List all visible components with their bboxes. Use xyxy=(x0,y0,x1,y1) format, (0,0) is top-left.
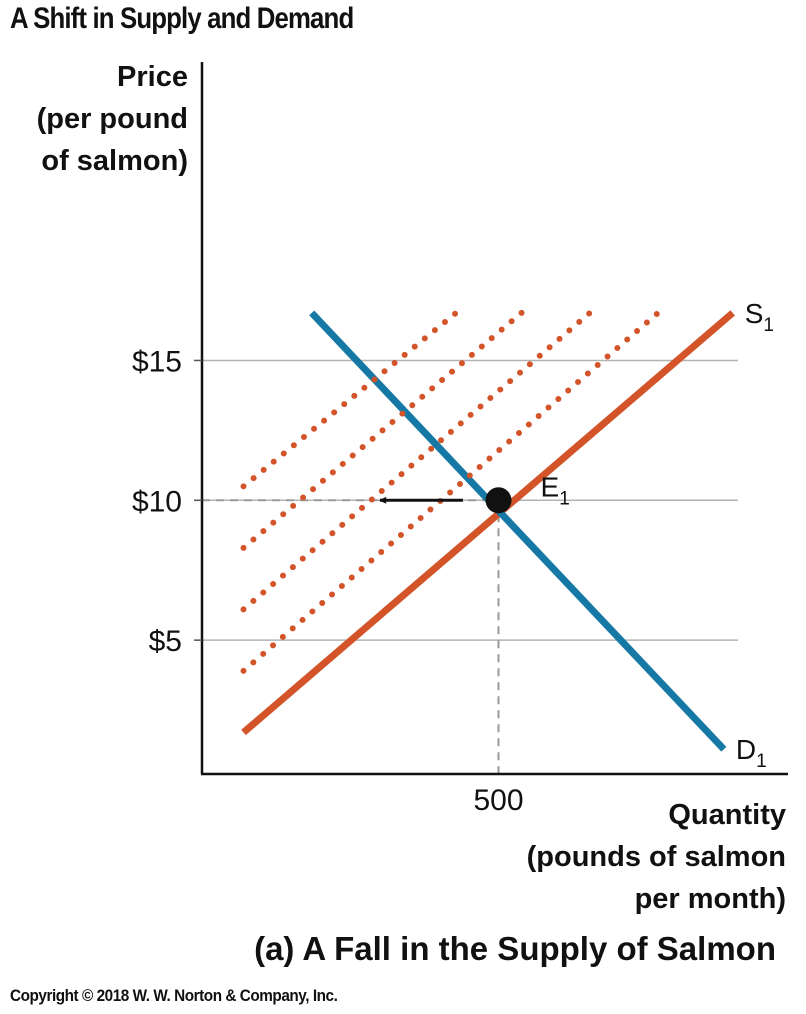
equilibrium-point-0 xyxy=(485,487,512,514)
curve-s1 xyxy=(241,310,736,736)
y-tick-label-1: $10 xyxy=(132,485,182,518)
equilibrium-label-sub-0: 1 xyxy=(559,488,570,509)
y-tick-label-0: $5 xyxy=(149,625,182,658)
chart-subtitle: (a) A Fall in the Supply of Salmon xyxy=(254,930,776,967)
shifted-supply-curve-4 xyxy=(240,304,532,551)
curve-d1-label-sub: 1 xyxy=(756,751,767,772)
curve-s1-label-sub: 1 xyxy=(763,315,774,336)
shifted-supply-curve-3 xyxy=(240,304,600,613)
curve-d1 xyxy=(309,310,727,752)
x-axis-label: Quantity (pounds of salmon per month) xyxy=(526,799,786,915)
y-tick-label-2: $15 xyxy=(132,345,182,378)
chart-title: A Shift in Supply and Demand xyxy=(10,2,354,35)
equilibrium-label-0: E1 xyxy=(541,471,570,509)
shifted-supply-curve-2 xyxy=(240,304,668,674)
curve-s1-label: S1 xyxy=(745,298,774,336)
shifted-supply-curve-5 xyxy=(240,304,466,490)
copyright-notice: Copyright © 2018 W. W. Norton & Company,… xyxy=(10,986,338,1005)
curve-d1-label: D1 xyxy=(736,734,767,772)
y-axis-label: Price (per pound of salmon) xyxy=(36,61,188,177)
x-tick-label-0: 500 xyxy=(473,784,523,817)
